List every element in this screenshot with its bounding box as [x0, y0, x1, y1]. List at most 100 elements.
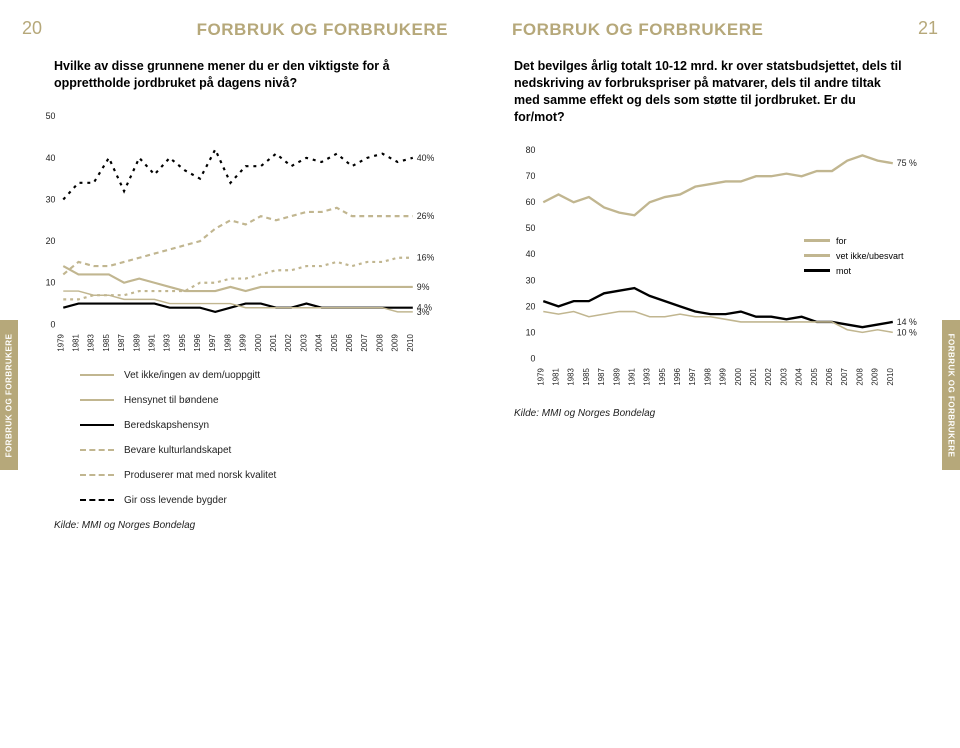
- svg-text:2009: 2009: [391, 334, 400, 351]
- svg-text:75 %: 75 %: [897, 158, 917, 168]
- svg-text:1989: 1989: [132, 334, 141, 351]
- svg-text:2000: 2000: [734, 367, 743, 385]
- inline-legend-swatch: [804, 254, 830, 257]
- inline-legend-label: mot: [836, 266, 851, 276]
- svg-text:3%: 3%: [417, 307, 430, 317]
- legend-swatch: [80, 420, 114, 430]
- right-source: Kilde: MMI og Norges Bondelag: [504, 408, 936, 419]
- svg-text:1981: 1981: [71, 334, 80, 351]
- inline-legend-item: mot: [804, 266, 904, 276]
- legend-item: Bevare kulturlandskapet: [80, 445, 456, 456]
- svg-text:40: 40: [46, 153, 56, 163]
- left-page: 20 FORBRUK OG FORBRUKERE Hvilke av disse…: [0, 0, 480, 748]
- left-chart-svg: 0102030405019791981198319851987198919911…: [24, 106, 456, 366]
- legend-label: Gir oss levende bygder: [124, 495, 227, 506]
- svg-text:50: 50: [46, 111, 56, 121]
- svg-text:2009: 2009: [871, 368, 880, 385]
- svg-text:2004: 2004: [315, 333, 324, 351]
- svg-text:2010: 2010: [406, 333, 415, 351]
- left-chart: 0102030405019791981198319851987198919911…: [24, 106, 456, 366]
- inline-legend-label: for: [836, 236, 847, 246]
- svg-text:2001: 2001: [269, 334, 278, 351]
- inline-legend-item: for: [804, 236, 904, 246]
- svg-text:1981: 1981: [551, 368, 560, 385]
- svg-text:1999: 1999: [239, 334, 248, 351]
- svg-text:1997: 1997: [688, 368, 697, 385]
- svg-text:26%: 26%: [417, 211, 435, 221]
- svg-text:1987: 1987: [597, 368, 606, 385]
- svg-text:70: 70: [526, 171, 536, 181]
- legend-label: Vet ikke/ingen av dem/uoppgitt: [124, 370, 260, 381]
- inline-legend-swatch: [804, 269, 830, 272]
- svg-text:1993: 1993: [163, 333, 172, 351]
- legend-item: Gir oss levende bygder: [80, 495, 456, 506]
- svg-text:1979: 1979: [56, 334, 65, 351]
- svg-text:80: 80: [526, 145, 536, 155]
- right-question: Det bevilges årlig totalt 10-12 mrd. kr …: [504, 58, 936, 126]
- svg-text:2002: 2002: [284, 334, 293, 351]
- svg-text:2000: 2000: [254, 333, 263, 351]
- legend-item: Vet ikke/ingen av dem/uoppgitt: [80, 370, 456, 381]
- svg-text:0: 0: [50, 319, 55, 329]
- svg-text:30: 30: [46, 194, 56, 204]
- legend-item: Hensynet til bøndene: [80, 395, 456, 406]
- svg-text:1979: 1979: [536, 368, 545, 385]
- svg-text:10 %: 10 %: [897, 327, 917, 337]
- svg-text:14 %: 14 %: [897, 316, 917, 326]
- legend-label: Beredskapshensyn: [124, 420, 209, 431]
- svg-text:60: 60: [526, 197, 536, 207]
- svg-text:2008: 2008: [375, 333, 384, 351]
- legend-swatch: [80, 445, 114, 455]
- inline-legend-label: vet ikke/ubesvart: [836, 251, 904, 261]
- legend-label: Produserer mat med norsk kvalitet: [124, 470, 276, 481]
- svg-text:2008: 2008: [855, 367, 864, 385]
- svg-text:1983: 1983: [87, 333, 96, 351]
- svg-text:1998: 1998: [703, 367, 712, 385]
- svg-text:1996: 1996: [193, 333, 202, 351]
- right-section-title: FORBRUK OG FORBRUKERE: [504, 20, 936, 40]
- svg-text:9%: 9%: [417, 282, 430, 292]
- svg-text:1983: 1983: [567, 367, 576, 385]
- legend-item: Beredskapshensyn: [80, 420, 456, 431]
- svg-text:2010: 2010: [886, 367, 895, 385]
- svg-text:0: 0: [530, 353, 535, 363]
- legend-swatch: [80, 395, 114, 405]
- svg-text:2006: 2006: [345, 333, 354, 351]
- right-page: 21 FORBRUK OG FORBRUKERE Det bevilges år…: [480, 0, 960, 748]
- svg-text:1996: 1996: [673, 367, 682, 385]
- svg-text:2007: 2007: [840, 368, 849, 385]
- legend-label: Hensynet til bøndene: [124, 395, 219, 406]
- svg-text:1989: 1989: [612, 368, 621, 385]
- legend-swatch: [80, 495, 114, 505]
- svg-text:20: 20: [46, 236, 56, 246]
- svg-text:1985: 1985: [582, 367, 591, 385]
- right-page-number: 21: [918, 18, 938, 39]
- svg-text:1995: 1995: [178, 333, 187, 351]
- left-question: Hvilke av disse grunnene mener du er den…: [24, 58, 456, 92]
- svg-text:1991: 1991: [627, 368, 636, 385]
- svg-text:10: 10: [46, 277, 56, 287]
- svg-text:2007: 2007: [360, 334, 369, 351]
- legend-swatch: [80, 470, 114, 480]
- svg-text:2003: 2003: [779, 367, 788, 385]
- legend-item: Produserer mat med norsk kvalitet: [80, 470, 456, 481]
- svg-text:2005: 2005: [810, 367, 819, 385]
- svg-text:2004: 2004: [795, 367, 804, 385]
- svg-text:2001: 2001: [749, 368, 758, 385]
- legend-label: Bevare kulturlandskapet: [124, 445, 231, 456]
- svg-text:1985: 1985: [102, 333, 111, 351]
- svg-text:2005: 2005: [330, 333, 339, 351]
- svg-text:2006: 2006: [825, 367, 834, 385]
- left-source: Kilde: MMI og Norges Bondelag: [24, 520, 456, 531]
- left-legend: Vet ikke/ingen av dem/uoppgitt Hensynet t…: [24, 370, 456, 506]
- inline-legend-item: vet ikke/ubesvart: [804, 251, 904, 261]
- svg-text:40%: 40%: [417, 153, 435, 163]
- left-section-title: FORBRUK OG FORBRUKERE: [24, 20, 456, 40]
- inline-legend-swatch: [804, 239, 830, 242]
- svg-text:1993: 1993: [643, 367, 652, 385]
- svg-text:1997: 1997: [208, 334, 217, 351]
- svg-text:1998: 1998: [223, 333, 232, 351]
- svg-text:1991: 1991: [147, 334, 156, 351]
- svg-text:40: 40: [526, 249, 536, 259]
- svg-text:2003: 2003: [299, 333, 308, 351]
